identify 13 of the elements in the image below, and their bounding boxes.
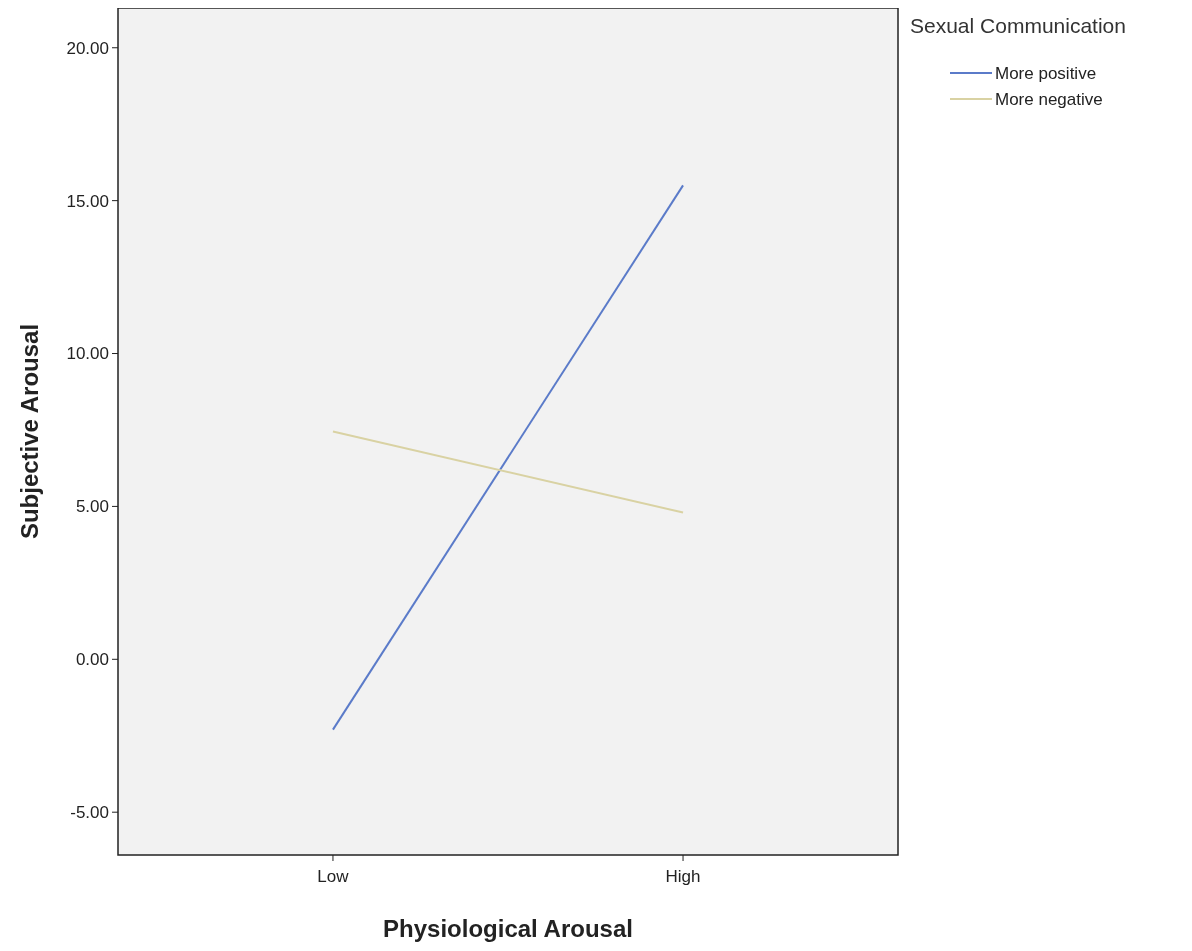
y-axis-title: Subjective Arousal xyxy=(16,323,43,540)
x-tick-label: Low xyxy=(317,867,350,886)
y-tick-label: 5.00 xyxy=(75,497,109,517)
legend-label: More positive xyxy=(995,63,1097,83)
y-tick-label: 15.00 xyxy=(66,191,109,211)
x-axis-title: Physiological Arousal xyxy=(383,915,633,942)
y-tick-label: -5.00 xyxy=(70,803,109,823)
x-tick-label: High xyxy=(665,867,701,886)
y-tick-label: 20.00 xyxy=(66,38,109,58)
legend-title: Sexual Communication xyxy=(910,14,1126,37)
legend-label: More negative xyxy=(995,89,1103,109)
y-tick-label: 0.00 xyxy=(75,650,109,670)
y-tick-label: 10.00 xyxy=(66,344,109,364)
